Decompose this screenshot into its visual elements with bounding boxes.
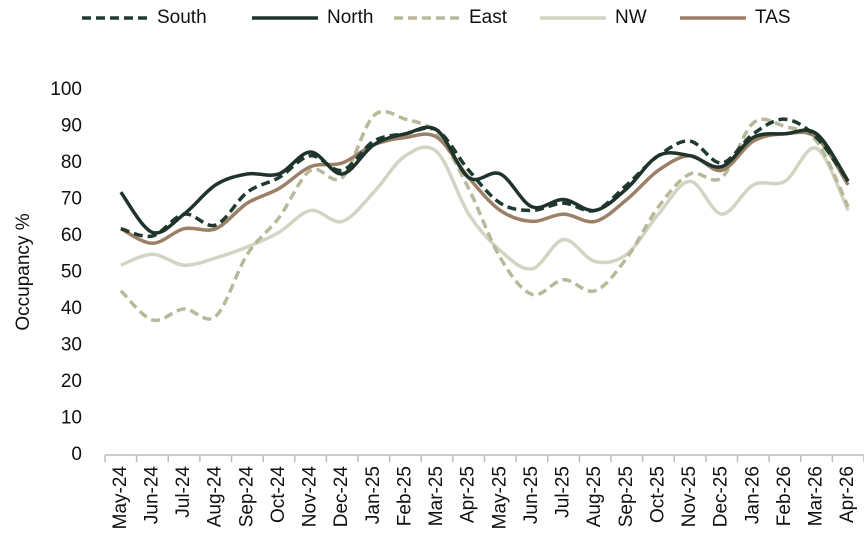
x-tick-label: May-24	[110, 466, 131, 530]
x-tick-label: May-25	[489, 466, 510, 529]
x-tick-label: Jan-26	[742, 466, 763, 524]
series-line	[120, 145, 850, 271]
x-tick-label: Mar-25	[426, 466, 447, 526]
x-tick-label: Dec-24	[331, 466, 352, 528]
series-line	[119, 109, 850, 323]
x-tick-label: Nov-25	[679, 466, 700, 527]
x-tick-label: Jul-25	[553, 466, 574, 518]
legend-label: East	[469, 7, 508, 28]
y-tick-label: 100	[50, 79, 82, 100]
x-tick-label: Feb-25	[394, 466, 415, 526]
series-line	[120, 117, 850, 239]
x-tick-label: Aug-24	[205, 466, 226, 528]
series-line	[119, 125, 850, 235]
x-tick-label: Jan-25	[363, 466, 384, 524]
x-tick-label: Jul-24	[173, 466, 194, 518]
y-tick-label: 50	[61, 262, 82, 283]
x-tick-label: Dec-25	[711, 466, 732, 527]
x-tick-label: Jun-24	[141, 466, 162, 525]
x-tick-label: Mar-26	[806, 466, 827, 526]
y-axis-label: Occupancy %	[13, 213, 34, 330]
legend-label: North	[327, 7, 373, 28]
x-tick-label: Oct-24	[268, 466, 289, 523]
x-tick-label: Jun-25	[521, 466, 542, 524]
legend-label: South	[157, 7, 207, 28]
x-tick-label: Nov-24	[300, 466, 321, 528]
y-tick-label: 10	[61, 408, 82, 429]
x-tick-label: Sep-24	[236, 466, 257, 528]
x-tick-label: Sep-25	[616, 466, 637, 527]
series-line	[119, 130, 850, 246]
y-tick-label: 0	[71, 444, 82, 465]
x-tick-label: Apr-25	[458, 466, 479, 523]
y-tick-label: 30	[61, 335, 82, 356]
x-tick-label: Feb-26	[774, 466, 795, 526]
y-tick-label: 80	[61, 152, 82, 173]
legend-label: NW	[615, 7, 647, 28]
y-tick-label: 40	[61, 298, 82, 319]
x-tick-label: Aug-25	[584, 466, 605, 527]
x-tick-label: Apr-26	[837, 466, 858, 523]
legend-label: TAS	[755, 7, 791, 28]
y-tick-label: 70	[61, 189, 82, 210]
y-tick-label: 20	[61, 371, 82, 392]
x-tick-label: Oct-25	[647, 466, 668, 523]
y-tick-label: 60	[61, 225, 82, 246]
y-tick-label: 90	[61, 116, 82, 137]
